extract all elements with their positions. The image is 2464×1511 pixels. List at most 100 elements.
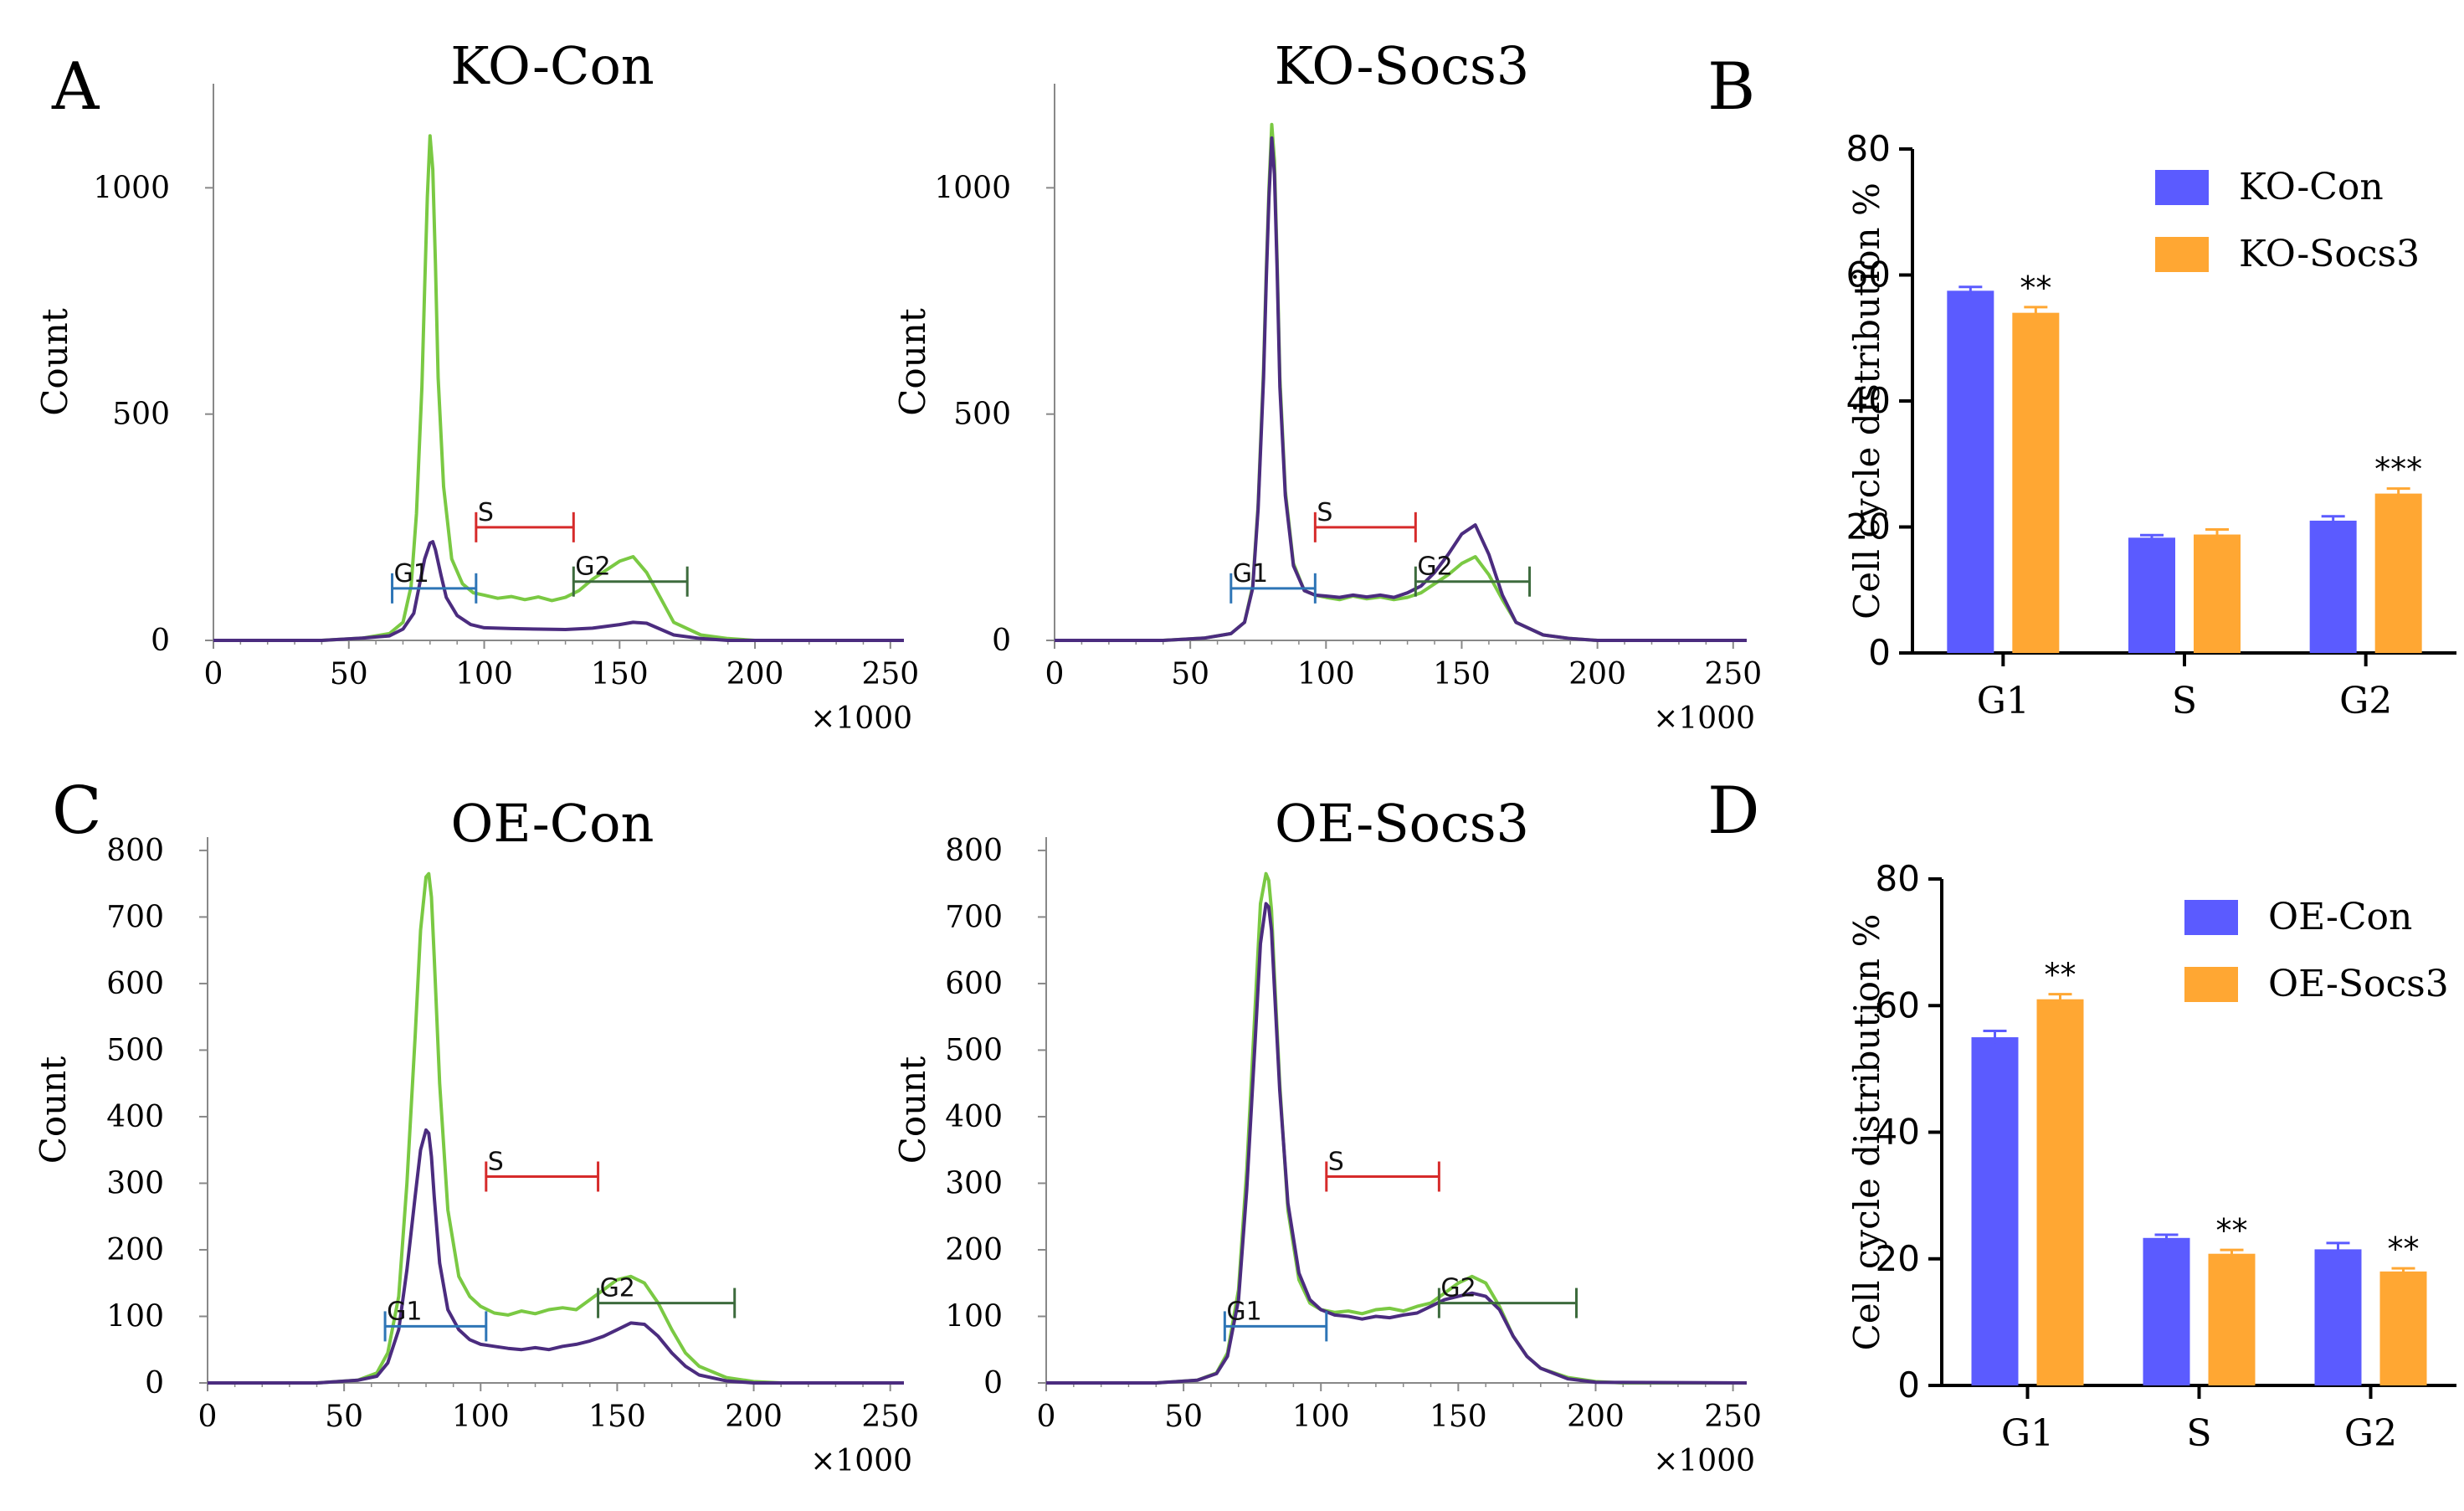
x-tick-label: 250 xyxy=(861,1400,919,1434)
gate-label: G2 xyxy=(1440,1274,1476,1303)
y-tick-label: 200 xyxy=(945,1233,1003,1267)
y-axis-label: Cell cycle distribution % xyxy=(1846,182,1887,619)
x-tick-label: 200 xyxy=(725,1400,783,1434)
y-tick-label: 80 xyxy=(1876,858,1920,899)
x-tick-label: 100 xyxy=(1297,657,1355,691)
x-tick-label: 250 xyxy=(1704,1400,1762,1434)
histogram-ko-con: KO-Con Count 0 50 100 150 200 250 0 500 1000 ×1000 G… xyxy=(34,35,919,736)
x-tick-label: 150 xyxy=(588,1400,646,1434)
y-tick-label: 20 xyxy=(1876,1238,1920,1279)
histogram-series-purple xyxy=(1055,136,1747,642)
chart-title: KO-Con xyxy=(450,35,654,96)
gate-label: S xyxy=(478,498,494,527)
x-tick-label: 150 xyxy=(591,657,649,691)
panel-letter-a: A xyxy=(51,49,100,125)
x-tick-label: 200 xyxy=(1568,657,1626,691)
legend-label: KO-Con xyxy=(2239,166,2384,208)
gate-label: G2 xyxy=(575,552,610,582)
x-tick-label: 150 xyxy=(1430,1400,1487,1434)
x-tick-label: S xyxy=(2186,1412,2211,1455)
y-tick-label: 0 xyxy=(1897,1365,1920,1406)
y-tick-label: 700 xyxy=(106,900,164,934)
y-axis-label: Cell cycle distribution % xyxy=(1846,914,1887,1351)
x-tick-label: 50 xyxy=(330,657,368,691)
legend-swatch xyxy=(2155,170,2209,205)
y-tick-label: 60 xyxy=(1846,254,1891,296)
y-tick-label: 1000 xyxy=(93,171,170,205)
y-tick-label: 200 xyxy=(106,1233,164,1267)
y-tick-label: 400 xyxy=(945,1100,1003,1134)
y-tick-label: 0 xyxy=(992,624,1011,658)
x-tick-label: G1 xyxy=(2001,1412,2054,1455)
panel-letter-c: C xyxy=(52,773,102,849)
x-tick-label: G2 xyxy=(2339,680,2392,722)
bar-s-oe-socs3 xyxy=(2208,1253,2256,1385)
y-axis-label: Count xyxy=(892,308,933,416)
x-tick-label: 0 xyxy=(1037,1400,1056,1434)
y-tick-label: 0 xyxy=(983,1366,1003,1401)
y-tick-label: 60 xyxy=(1876,984,1920,1025)
y-tick-label: 600 xyxy=(106,967,164,1001)
y-tick-label: 700 xyxy=(945,900,1003,934)
x-tick-label: 100 xyxy=(452,1400,510,1434)
legend-swatch xyxy=(2184,967,2238,1002)
y-tick-label: 500 xyxy=(106,1033,164,1067)
gate-label: G1 xyxy=(394,559,429,588)
y-axis-label: Count xyxy=(33,1056,74,1164)
panel-letter-d: D xyxy=(1707,773,1760,849)
gate-label: S xyxy=(488,1148,504,1177)
y-tick-label: 0 xyxy=(145,1366,164,1401)
x-tick-label: 200 xyxy=(726,657,784,691)
legend-swatch xyxy=(2155,237,2209,272)
chart-title: OE-Con xyxy=(451,793,654,854)
x-tick-label: 50 xyxy=(1164,1400,1203,1434)
y-axis-label: Count xyxy=(34,308,75,416)
y-tick-label: 600 xyxy=(945,967,1003,1001)
y-tick-label: 20 xyxy=(1846,506,1891,547)
bar-g2-ko-socs3 xyxy=(2374,493,2422,653)
histogram-series-purple xyxy=(213,540,904,642)
panel-letter-b: B xyxy=(1707,49,1755,125)
significance-mark: *** xyxy=(2374,451,2422,488)
y-tick-label: 500 xyxy=(945,1033,1003,1067)
x-multiplier-label: ×1000 xyxy=(1653,702,1755,736)
x-tick-label: G2 xyxy=(2344,1412,2397,1455)
x-tick-label: 250 xyxy=(1704,657,1762,691)
bar-s-ko-socs3 xyxy=(2194,534,2241,653)
gate-label: G1 xyxy=(1233,559,1268,588)
bar-g1-ko-socs3 xyxy=(2012,312,2060,653)
y-tick-label: 100 xyxy=(945,1299,1003,1334)
bar-g2-oe-socs3 xyxy=(2379,1271,2427,1385)
y-tick-label: 800 xyxy=(945,834,1003,868)
x-tick-label: 50 xyxy=(325,1400,363,1434)
gate-label: G1 xyxy=(1226,1297,1261,1326)
legend-label: OE-Socs3 xyxy=(2268,963,2449,1005)
significance-mark: ** xyxy=(2020,270,2051,306)
x-tick-label: 0 xyxy=(198,1400,218,1434)
bar-chart-oe: Cell cycle distribution %0 20 40 60 80 G1 S G2 *… xyxy=(1846,858,2456,1455)
y-tick-label: 0 xyxy=(1868,632,1891,673)
histogram-series-green xyxy=(1046,871,1747,1385)
histogram-series-green xyxy=(213,134,904,642)
bar-g2-oe-con xyxy=(2314,1249,2362,1385)
y-axis-label: Count xyxy=(892,1056,933,1164)
bar-g1-oe-con xyxy=(1971,1037,2019,1385)
histogram-series-purple xyxy=(208,1128,904,1385)
y-tick-label: 300 xyxy=(106,1166,164,1200)
significance-mark: ** xyxy=(2216,1212,2248,1249)
legend-swatch xyxy=(2184,900,2238,935)
x-tick-label: 100 xyxy=(455,657,513,691)
gate-label: S xyxy=(1317,498,1332,527)
y-tick-label: 400 xyxy=(106,1100,164,1134)
gate-label: G2 xyxy=(600,1274,635,1303)
bar-chart-ko: Cell cycle distribution % 0 20 40 60 80 G1 S G2 *… xyxy=(1846,128,2456,722)
y-tick-label: 40 xyxy=(1876,1112,1920,1153)
gate-label: S xyxy=(1328,1148,1344,1177)
bar-g1-ko-con xyxy=(1947,290,1994,653)
x-multiplier-label: ×1000 xyxy=(1653,1444,1755,1478)
x-tick-label: 200 xyxy=(1567,1400,1625,1434)
y-tick-label: 800 xyxy=(106,834,164,868)
histogram-series-green xyxy=(208,871,904,1385)
histogram-oe-con: OE-Con Count 0 50 100 150 200 250 0 100 200 300 400 5… xyxy=(33,793,919,1478)
